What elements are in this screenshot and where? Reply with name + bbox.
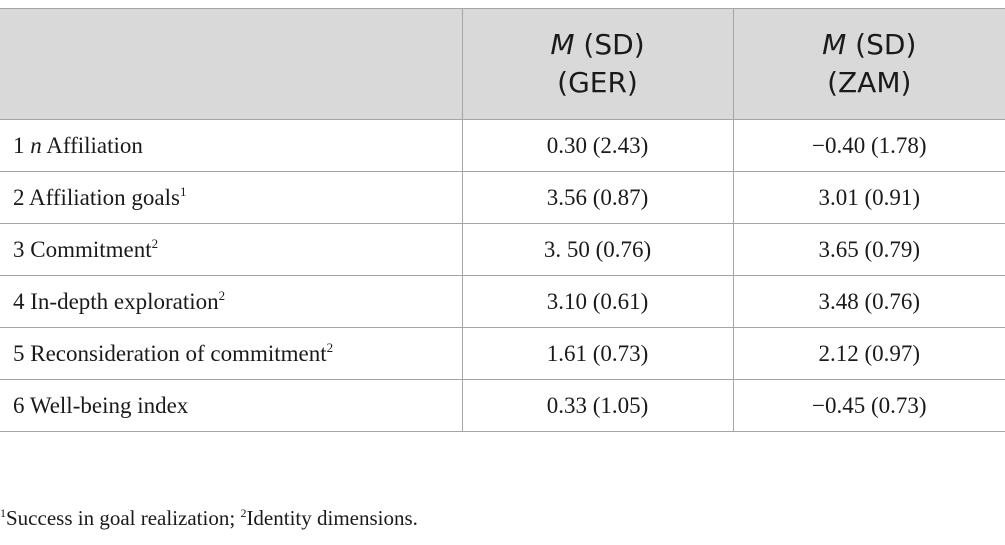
header-variable [0, 8, 463, 120]
row-italic-prefix: n [30, 132, 42, 158]
footnote-text-1: Success in goal realization; [6, 506, 241, 530]
row-label: 3 Commitment2 [0, 223, 463, 276]
data-table-container: M (SD) (GER) M (SD) (ZAM) 1 n Affiliatio… [0, 8, 1005, 432]
table-footnote: 1Success in goal realization; 2Identity … [0, 506, 418, 531]
table-row: 3 Commitment2 3. 50 (0.76) 3.65 (0.79) [0, 223, 1005, 276]
cell-ger: 3. 50 (0.76) [461, 223, 734, 276]
row-label: 6 Well-being index [0, 379, 463, 432]
cell-zam: 3.65 (0.79) [732, 223, 1005, 276]
cell-ger: 0.30 (2.43) [461, 119, 734, 172]
row-footnote-marker: 1 [179, 183, 187, 199]
table-row: 6 Well-being index 0.33 (1.05) −0.45 (0.… [0, 379, 1005, 432]
header-ger-line2: (GER) [557, 66, 638, 99]
cell-ger: 1.61 (0.73) [461, 327, 734, 380]
table-row: 5 Reconsideration of commitment2 1.61 (0… [0, 327, 1005, 380]
header-zam-line2: (ZAM) [827, 66, 912, 99]
row-number: 4 [13, 288, 31, 314]
row-label-text: Commitment [30, 236, 152, 262]
table-header-row: M (SD) (GER) M (SD) (ZAM) [0, 8, 1005, 120]
cell-ger: 0.33 (1.05) [461, 379, 734, 432]
row-footnote-marker: 2 [326, 339, 334, 355]
row-label-text: Affiliation [41, 132, 143, 158]
row-label-text: Reconsideration of commitment [30, 340, 327, 366]
row-footnote-marker: 2 [151, 235, 159, 251]
row-number: 2 [13, 184, 29, 210]
header-zam-line1: M (SD) [734, 26, 1005, 64]
row-number: 5 [13, 340, 31, 366]
row-number: 6 [13, 392, 30, 418]
footnote-text-2: Identity dimensions. [246, 506, 418, 530]
row-footnote-marker: 2 [218, 287, 226, 303]
cell-ger: 3.10 (0.61) [461, 275, 734, 328]
row-label-text: In-depth exploration [30, 288, 219, 314]
cell-zam: −0.40 (1.78) [732, 119, 1005, 172]
table-row: 2 Affiliation goals1 3.56 (0.87) 3.01 (0… [0, 171, 1005, 224]
row-label-text: Well-being index [29, 392, 189, 418]
header-ger-m: M [550, 28, 575, 61]
header-zam-sd: (SD) [846, 28, 917, 61]
header-ger-sd: (SD) [574, 28, 645, 61]
header-ger: M (SD) (GER) [461, 8, 734, 120]
cell-zam: 3.01 (0.91) [732, 171, 1005, 224]
footnote-marker-2: 2 [240, 506, 247, 520]
cell-zam: −0.45 (0.73) [732, 379, 1005, 432]
row-label: 5 Reconsideration of commitment2 [0, 327, 463, 380]
row-label: 2 Affiliation goals1 [0, 171, 463, 224]
row-number: 3 [13, 236, 31, 262]
header-zam-m: M [822, 28, 847, 61]
row-label-text: Affiliation goals [28, 184, 180, 210]
cell-zam: 3.48 (0.76) [732, 275, 1005, 328]
header-zam: M (SD) (ZAM) [732, 8, 1005, 120]
cell-zam: 2.12 (0.97) [732, 327, 1005, 380]
footnote-marker-1: 1 [0, 506, 6, 520]
table-row: 4 In-depth exploration2 3.10 (0.61) 3.48… [0, 275, 1005, 328]
header-ger-line1: M (SD) [463, 26, 733, 64]
cell-ger: 3.56 (0.87) [461, 171, 734, 224]
row-label: 4 In-depth exploration2 [0, 275, 463, 328]
table-row: 1 n Affiliation 0.30 (2.43) −0.40 (1.78) [0, 119, 1005, 172]
row-number: 1 [13, 132, 31, 158]
row-label: 1 n Affiliation [0, 119, 463, 172]
descriptive-statistics-table: M (SD) (GER) M (SD) (ZAM) 1 n Affiliatio… [0, 8, 1005, 432]
